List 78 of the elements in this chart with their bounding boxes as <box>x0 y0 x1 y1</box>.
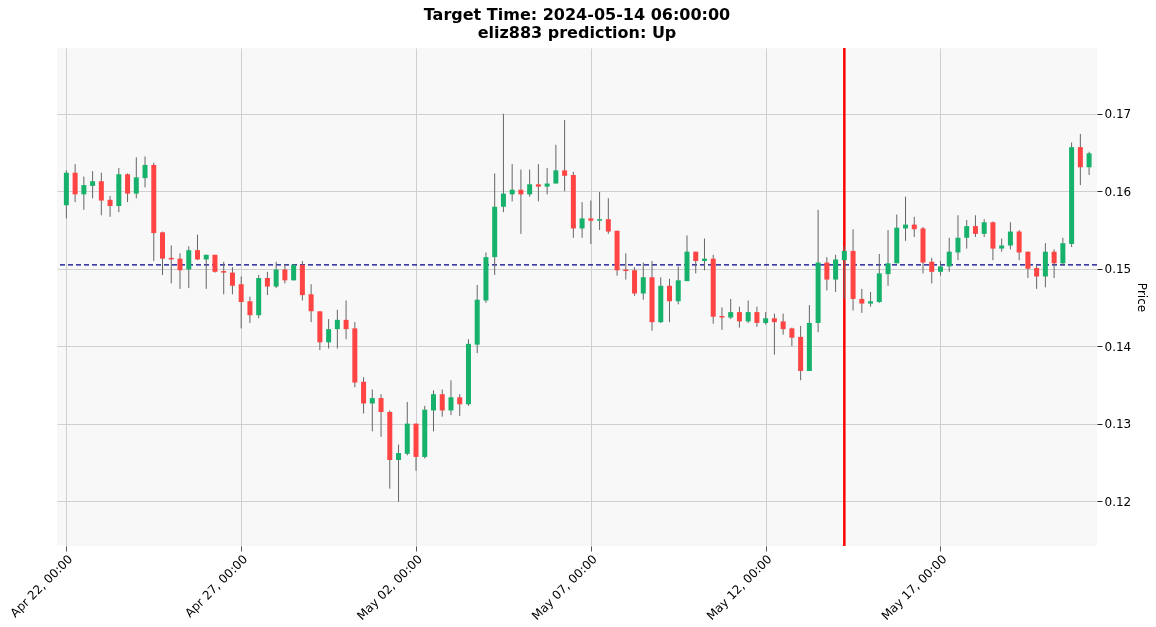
candlestick <box>1007 221 1013 250</box>
candlestick <box>841 245 847 300</box>
candlestick <box>553 144 559 185</box>
candlestick <box>736 306 742 329</box>
candlestick <box>946 237 952 273</box>
y-tick-label: 0.17 <box>1104 107 1132 122</box>
candlestick <box>972 214 978 238</box>
candlestick <box>439 389 445 418</box>
candlestick <box>308 283 314 323</box>
candlestick <box>780 313 786 336</box>
candlestick <box>667 278 673 323</box>
candlestick <box>833 254 839 293</box>
candlestick <box>326 318 332 349</box>
candlestick <box>448 379 454 416</box>
candlestick <box>1034 265 1040 290</box>
candlestick <box>824 256 830 291</box>
candlestick <box>133 156 139 199</box>
y-tick-label: 0.16 <box>1104 184 1132 199</box>
candlestick <box>745 299 751 324</box>
candlestick <box>177 252 183 290</box>
candlestick <box>90 170 96 199</box>
candlestick <box>194 234 200 261</box>
candlestick <box>597 191 603 231</box>
candlestick <box>343 299 349 340</box>
candlestick <box>640 262 646 301</box>
candlestick <box>229 266 235 295</box>
candlestick <box>885 229 891 287</box>
candlestick <box>1077 133 1083 186</box>
candlestick <box>72 163 78 203</box>
candlestick <box>964 219 970 250</box>
candlestick <box>1016 229 1022 261</box>
candlestick <box>273 261 279 289</box>
candlestick <box>378 393 384 438</box>
candlestick <box>588 200 594 245</box>
candlestick <box>527 169 533 198</box>
candlestick <box>142 155 148 188</box>
candlestick <box>1060 237 1066 267</box>
chart-subtitle: eliz883 prediction: Up <box>477 22 677 42</box>
candlestick <box>562 119 568 192</box>
y-tick-label: 0.12 <box>1104 494 1132 509</box>
candlestick <box>955 214 961 261</box>
candlestick <box>929 257 935 284</box>
candlestick <box>754 306 760 328</box>
candlestick <box>264 271 270 296</box>
candlestick <box>81 176 87 211</box>
candlestick <box>605 197 611 235</box>
candlestick <box>728 298 734 320</box>
y-axis-title: Price <box>1135 282 1150 313</box>
candlestick <box>369 389 375 432</box>
candlestick <box>675 265 681 305</box>
candlestick <box>125 172 131 203</box>
candlestick <box>719 306 725 331</box>
candlestick <box>1086 151 1092 176</box>
candlestick <box>535 163 541 202</box>
chart-title: Target Time: 2024-05-14 06:00:00 <box>423 4 731 24</box>
y-tick-label: 0.13 <box>1104 417 1132 432</box>
candlestick <box>98 172 104 216</box>
candlestick <box>334 309 340 349</box>
candlestick <box>1025 251 1031 279</box>
candlestick <box>457 393 463 417</box>
candlestick <box>431 389 436 432</box>
candlestick <box>221 261 227 295</box>
candlestick <box>186 245 192 289</box>
candlestick <box>247 296 253 324</box>
candlestick <box>361 376 367 415</box>
candlestick <box>282 263 288 284</box>
y-tick-label: 0.14 <box>1104 339 1132 354</box>
candlestick <box>500 113 506 213</box>
candlestick <box>859 288 865 314</box>
candlestick <box>396 444 402 503</box>
candlestick <box>579 201 585 239</box>
candlestick <box>238 275 244 329</box>
candlestick <box>771 313 777 356</box>
candlestick <box>544 167 550 195</box>
candlestick <box>632 266 638 297</box>
y-tick-label: 0.15 <box>1104 262 1132 277</box>
candlestick <box>1051 248 1057 279</box>
candlestick <box>107 195 113 218</box>
